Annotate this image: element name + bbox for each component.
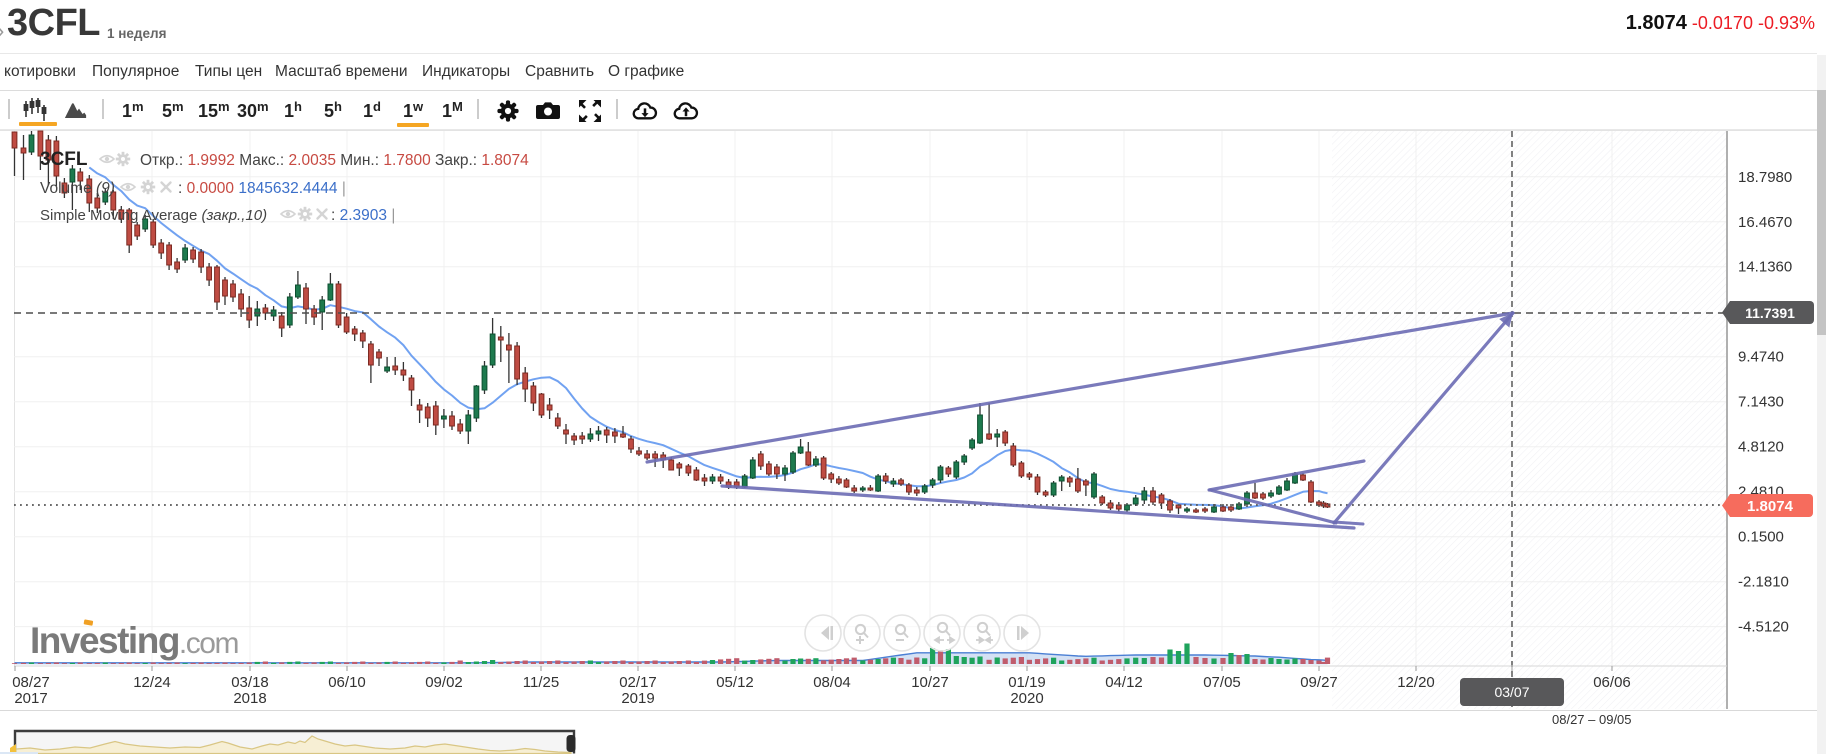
svg-text:9.4740: 9.4740 xyxy=(1738,349,1784,366)
svg-text:03/07: 03/07 xyxy=(1494,684,1529,700)
svg-text:2017: 2017 xyxy=(14,690,47,707)
svg-text:Investing.com: Investing.com xyxy=(30,620,238,661)
svg-text:2020: 2020 xyxy=(1010,690,1043,707)
svg-text:08/04: 08/04 xyxy=(813,674,851,691)
svg-text:Откр.: 1.9992 Макс.: 2.0035: Откр.: 1.9992 Макс.: 2.0035 Мин.: 1.7800… xyxy=(140,152,529,169)
svg-text:08/27 – 09/05: 08/27 – 09/05 xyxy=(1552,712,1632,727)
svg-text:08/27: 08/27 xyxy=(12,674,50,691)
svg-text:7.1430: 7.1430 xyxy=(1738,394,1784,411)
svg-text:05/12: 05/12 xyxy=(716,674,754,691)
svg-text:01/19: 01/19 xyxy=(1008,674,1046,691)
svg-text:1.8074: 1.8074 xyxy=(1747,498,1794,515)
svg-text:2018: 2018 xyxy=(233,690,266,707)
svg-text:07/05: 07/05 xyxy=(1203,674,1241,691)
svg-text:09/02: 09/02 xyxy=(425,674,463,691)
svg-text:12/20: 12/20 xyxy=(1397,674,1435,691)
svg-text:06/10: 06/10 xyxy=(328,674,366,691)
svg-text:-2.1810: -2.1810 xyxy=(1738,574,1789,591)
svg-text:: 0.0000 1845632.4444 |: : 0.0000 1845632.4444 | xyxy=(178,180,346,197)
svg-text:14.1360: 14.1360 xyxy=(1738,259,1792,276)
svg-text:09/27: 09/27 xyxy=(1300,674,1338,691)
svg-text:2019: 2019 xyxy=(621,690,654,707)
svg-text:02/17: 02/17 xyxy=(619,674,657,691)
svg-text:04/12: 04/12 xyxy=(1105,674,1143,691)
svg-text:03/18: 03/18 xyxy=(231,674,269,691)
svg-text:18.7980: 18.7980 xyxy=(1738,169,1792,186)
svg-text:12/24: 12/24 xyxy=(133,674,171,691)
svg-text:10/27: 10/27 xyxy=(911,674,949,691)
svg-text:Volume (9): Volume (9) xyxy=(40,180,115,197)
svg-text:: 2.3903 |: : 2.3903 | xyxy=(331,207,395,224)
svg-text:3CFL: 3CFL xyxy=(40,149,88,170)
svg-text:06/06: 06/06 xyxy=(1593,674,1631,691)
svg-text:11/25: 11/25 xyxy=(523,674,559,691)
svg-text:11.7391: 11.7391 xyxy=(1745,305,1795,321)
svg-text:16.4670: 16.4670 xyxy=(1738,214,1792,231)
svg-text:-4.5120: -4.5120 xyxy=(1738,619,1789,636)
svg-text:0.1500: 0.1500 xyxy=(1738,529,1784,546)
svg-text:Simple Moving Average (закр.,1: Simple Moving Average (закр.,10) xyxy=(40,207,267,224)
svg-text:4.8120: 4.8120 xyxy=(1738,439,1784,456)
